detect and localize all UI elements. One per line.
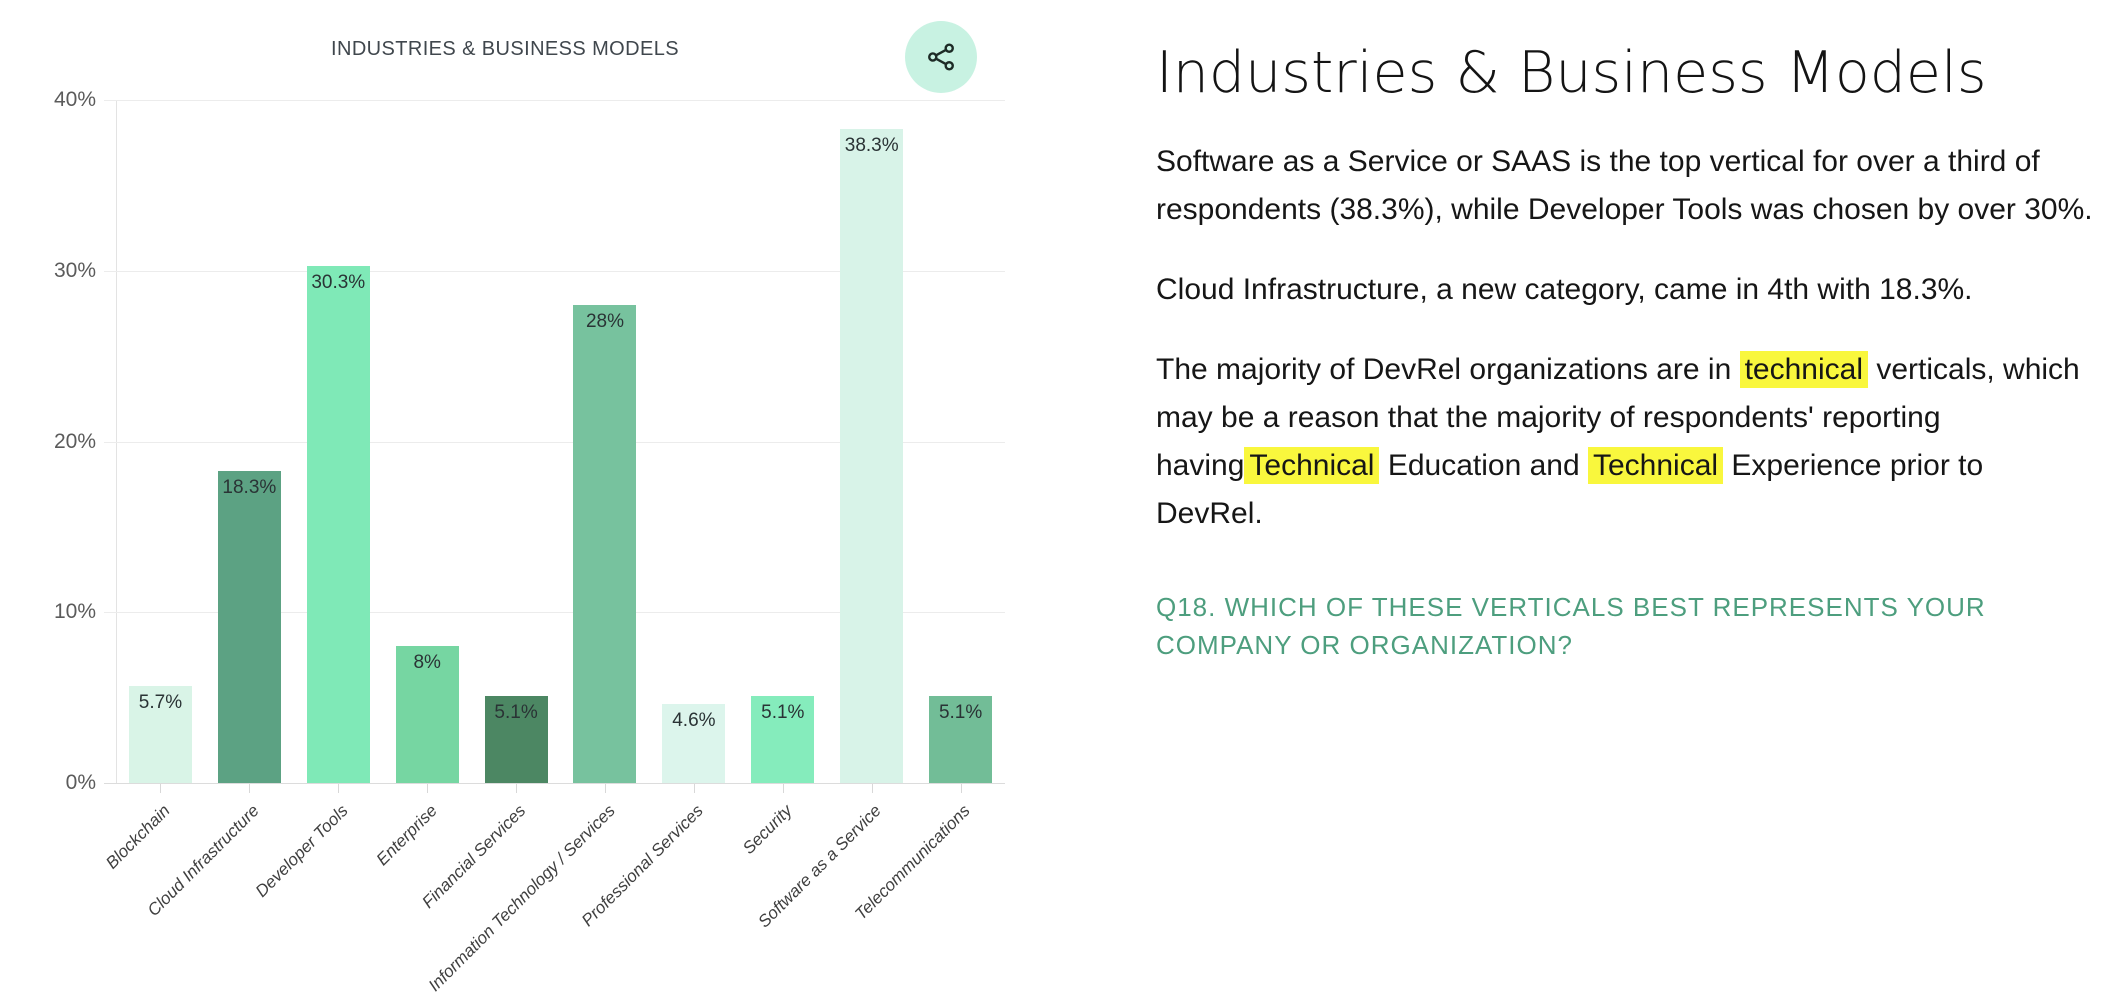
gridline xyxy=(104,270,1005,272)
bar-telecommunications[interactable]: 5.1% xyxy=(929,695,993,783)
survey-question: Q18. WHICH OF THESE VERTICALS BEST REPRE… xyxy=(1156,592,1986,660)
body-text: verticals, which may be a reason that th… xyxy=(1156,353,2080,482)
bar-value-label: 38.3% xyxy=(844,135,899,157)
bar-value-label: 28% xyxy=(585,310,624,332)
paragraph: Software as a Service or SAAS is the top… xyxy=(1156,138,2096,234)
body-text: Software as a Service or SAAS is the top… xyxy=(1156,145,2093,226)
bar-software-as-a-service[interactable]: 38.3% xyxy=(840,129,904,783)
x-axis-tick xyxy=(516,784,518,793)
x-axis-tick xyxy=(693,784,695,793)
y-axis-tick-label: 20% xyxy=(53,429,96,453)
bar-slot: 5.1% Security xyxy=(738,100,827,858)
bar-value-label: 5.7% xyxy=(138,691,183,713)
highlighted-text: Technical xyxy=(1244,447,1380,484)
gridline xyxy=(104,100,1005,101)
bar-financial-services[interactable]: 5.1% xyxy=(484,695,548,783)
bar-value-label: 4.6% xyxy=(672,710,716,732)
bar-developer-tools[interactable]: 30.3% xyxy=(306,265,370,783)
body-text: The majority of DevRel organizations are… xyxy=(1156,353,1740,386)
bar-value-label: 8% xyxy=(413,652,441,674)
body-text: Cloud Infrastructure, a new category, ca… xyxy=(1156,273,1973,306)
y-axis-tick-label: 0% xyxy=(65,771,96,794)
bar-slot: 38.3% Software as a Service xyxy=(755,100,916,931)
bar-slot: 8% Enterprise xyxy=(372,100,472,869)
bar-slot: 5.1% Financial Services xyxy=(419,100,561,912)
body-text: Education and xyxy=(1379,449,1588,482)
bar-information-technology-services[interactable]: 28% xyxy=(573,304,637,783)
gridline xyxy=(104,441,1005,443)
x-axis-tick xyxy=(871,784,873,793)
bar-value-label: 5.1% xyxy=(938,701,983,723)
bar-value-label: 18.3% xyxy=(222,476,277,498)
x-axis-category-label: Enterprise xyxy=(372,801,441,870)
gridline xyxy=(104,612,1005,614)
share-button[interactable] xyxy=(905,21,977,93)
body-text: Experience prior to DevRel. xyxy=(1156,449,1984,530)
y-axis-tick-label: 10% xyxy=(53,600,96,624)
page-title: Industries & Business Models xyxy=(1156,40,1987,106)
bar-blockchain[interactable]: 5.7% xyxy=(128,685,192,783)
bar-slot: 18.3% Cloud Infrastructure xyxy=(144,100,294,920)
bar-slot: 28% Information Technology / Services xyxy=(424,100,650,995)
highlighted-text: technical xyxy=(1739,351,1868,388)
article-panel: Industries & Business Models Software as… xyxy=(1156,40,2096,664)
bar-cloud-infrastructure[interactable]: 18.3% xyxy=(217,470,281,783)
x-axis-category-label: Information Technology / Services xyxy=(424,801,619,996)
chart-title: INDUSTRIES & BUSINESS MODELS xyxy=(331,38,679,60)
x-axis-tick xyxy=(338,784,340,793)
bar-slot: 4.6% Professional Services xyxy=(578,100,738,930)
x-axis-tick xyxy=(782,784,784,793)
x-axis-category-label: Developer Tools xyxy=(251,801,352,901)
paragraph: Cloud Infrastructure, a new category, ca… xyxy=(1156,266,2096,314)
bar-value-label: 30.3% xyxy=(311,271,366,293)
highlighted-text: Technical xyxy=(1587,447,1724,484)
bar-slot: 30.3% Developer Tools xyxy=(252,100,383,901)
chart-panel: INDUSTRIES & BUSINESS MODELS 40% 30% 20% 10… xyxy=(0,0,1060,995)
y-axis-tick-label: 30% xyxy=(53,258,96,282)
x-axis-tick xyxy=(604,784,606,793)
article-body: Software as a Service or SAAS is the top… xyxy=(1156,138,2096,538)
x-axis-category-label: Security xyxy=(739,801,797,858)
x-axis-tick xyxy=(249,784,251,793)
x-axis-tick xyxy=(427,784,429,793)
bars-row: 5.7% Blockchain 18.3% Cloud Infrastructure 3… xyxy=(102,100,1005,995)
bar-enterprise[interactable]: 8% xyxy=(395,646,459,783)
bar-professional-services[interactable]: 4.6% xyxy=(662,704,726,783)
x-axis-tick xyxy=(960,784,962,793)
bar-slot: 5.7% Blockchain xyxy=(102,100,205,873)
x-axis-tick xyxy=(160,784,162,793)
y-axis-tick-label: 40% xyxy=(53,88,96,111)
bar-security[interactable]: 5.1% xyxy=(751,695,815,783)
gridline xyxy=(104,783,1005,784)
bar-value-label: 5.1% xyxy=(494,701,538,723)
paragraph: The majority of DevRel organizations are… xyxy=(1156,346,2096,538)
bar-value-label: 5.1% xyxy=(761,701,805,723)
plot-area: 40% 30% 20% 10% 0% 5.7% Blockchain 18.3% Cloud … xyxy=(54,88,1005,995)
share-nodes-icon xyxy=(924,40,958,74)
bar-slot: 5.1% Telecommunications xyxy=(851,100,1005,924)
x-axis-category-label: Blockchain xyxy=(102,801,174,873)
